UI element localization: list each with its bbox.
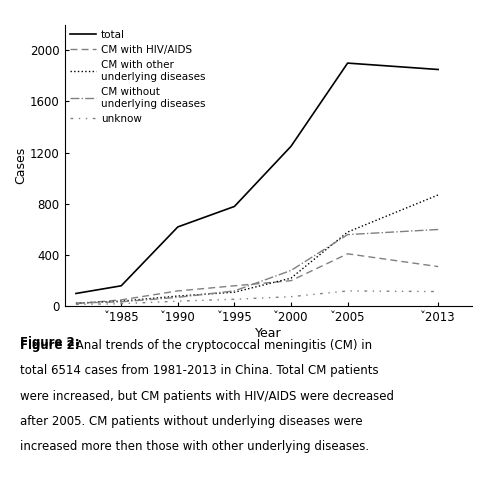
total <box>232 204 238 209</box>
Line: CM with other
underlying diseases: CM with other underlying diseases <box>76 195 438 303</box>
total <box>175 224 181 230</box>
CM with other
underlying diseases <box>232 289 238 295</box>
CM without
underlying diseases <box>435 227 441 233</box>
unknow <box>232 296 238 302</box>
Text: Figure 2:: Figure 2: <box>20 336 80 349</box>
Y-axis label: Cases: Cases <box>14 147 27 184</box>
Line: total: total <box>76 63 438 293</box>
CM without
underlying diseases <box>288 267 294 273</box>
CM with HIV/AIDS <box>435 264 441 270</box>
Line: unknow: unknow <box>76 291 438 304</box>
Text: were increased, but CM patients with HIV/AIDS were decreased: were increased, but CM patients with HIV… <box>20 390 394 403</box>
CM without
underlying diseases <box>118 299 124 305</box>
CM with HIV/AIDS <box>73 301 79 307</box>
Line: CM without
underlying diseases: CM without underlying diseases <box>76 230 438 303</box>
CM with other
underlying diseases <box>435 192 441 198</box>
CM without
underlying diseases <box>175 294 181 300</box>
CM with HIV/AIDS <box>175 288 181 294</box>
CM with HIV/AIDS <box>232 283 238 289</box>
CM with HIV/AIDS <box>288 278 294 284</box>
CM with HIV/AIDS <box>118 297 124 303</box>
Text: Figure 2:: Figure 2: <box>20 339 80 352</box>
total <box>435 67 441 73</box>
CM with other
underlying diseases <box>73 300 79 306</box>
total <box>288 143 294 149</box>
unknow <box>118 301 124 307</box>
CM with other
underlying diseases <box>118 298 124 304</box>
unknow <box>175 298 181 304</box>
unknow <box>288 294 294 300</box>
Line: CM with HIV/AIDS: CM with HIV/AIDS <box>76 254 438 304</box>
CM with other
underlying diseases <box>344 229 350 235</box>
CM with other
underlying diseases <box>175 293 181 299</box>
total <box>118 283 124 289</box>
CM with other
underlying diseases <box>288 275 294 281</box>
CM without
underlying diseases <box>73 300 79 306</box>
X-axis label: Year: Year <box>255 327 282 340</box>
total <box>73 290 79 296</box>
Text: increased more then those with other underlying diseases.: increased more then those with other und… <box>20 440 369 453</box>
unknow <box>435 288 441 294</box>
CM without
underlying diseases <box>344 232 350 238</box>
Text: after 2005. CM patients without underlying diseases were: after 2005. CM patients without underlyi… <box>20 415 362 428</box>
Text: total 6514 cases from 1981-2013 in China. Total CM patients: total 6514 cases from 1981-2013 in China… <box>20 365 379 377</box>
total <box>344 60 350 66</box>
CM without
underlying diseases <box>232 288 238 294</box>
Text: Anal trends of the cryptococcal meningitis (CM) in: Anal trends of the cryptococcal meningit… <box>73 339 373 352</box>
CM with HIV/AIDS <box>344 251 350 257</box>
unknow <box>73 301 79 307</box>
unknow <box>344 288 350 294</box>
Legend: total, CM with HIV/AIDS, CM with other
underlying diseases, CM without
underlyin: total, CM with HIV/AIDS, CM with other u… <box>67 27 209 127</box>
